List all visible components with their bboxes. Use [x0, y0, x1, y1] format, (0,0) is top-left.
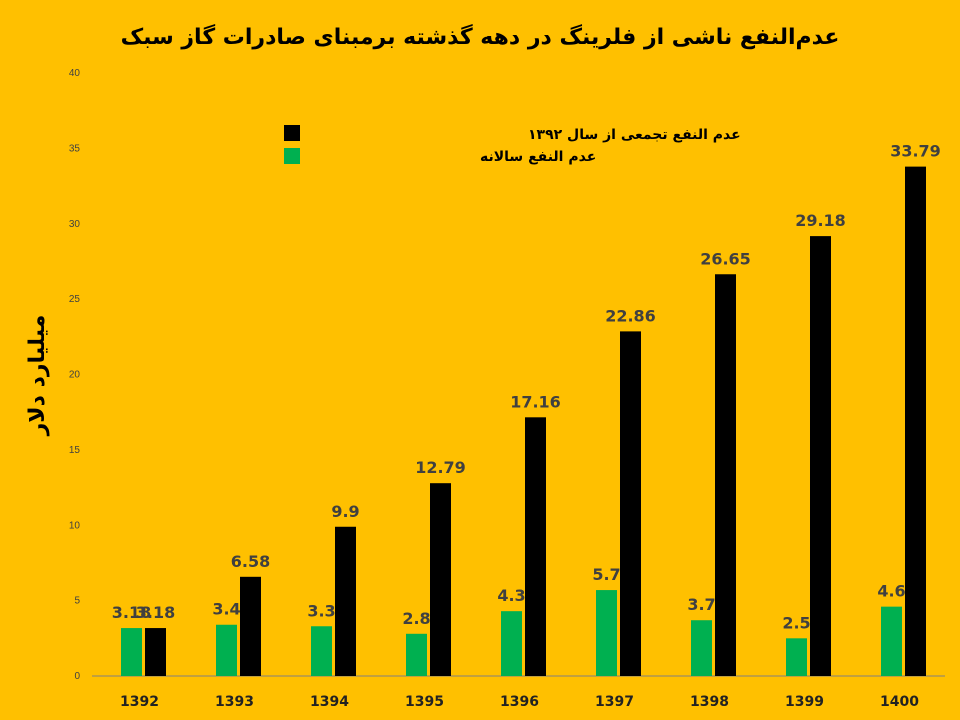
x-tick-label: 1399 [785, 694, 824, 710]
data-label-annual: 4.3 [497, 586, 525, 605]
data-label-cumulative: 6.58 [231, 552, 270, 571]
bar-annual [596, 590, 617, 676]
bar-cumulative [335, 526, 356, 676]
data-label-cumulative: 26.65 [700, 249, 751, 268]
bar-cumulative [905, 166, 926, 676]
x-tick-label: 1392 [120, 694, 159, 710]
x-tick-label: 1395 [405, 694, 444, 710]
data-label-annual: 3.18 [112, 603, 151, 622]
x-axis-ticks: 1392 1393 1394 1395 1396 1397 1398 1399 1400 [120, 694, 919, 710]
bar-annual [311, 626, 332, 676]
data-label-cumulative: 3.18 [136, 603, 175, 622]
data-label-annual: 2.8 [402, 609, 430, 628]
y-tick-label: 10 [69, 520, 81, 531]
legend-swatch-cumulative [284, 125, 300, 141]
data-label-cumulative: 12.79 [415, 458, 466, 477]
x-tick-label: 1400 [880, 694, 919, 710]
data-label-annual: 3.4 [212, 600, 240, 619]
legend: عدم النفع تجمعی از سال ۱۳۹۲ عدم النفع سا… [284, 125, 741, 165]
data-label-annual: 3.7 [687, 595, 715, 614]
data-label-annual: 5.7 [592, 565, 620, 584]
legend-label-annual: عدم النفع سالانه [480, 149, 596, 165]
data-label-annual: 2.5 [782, 613, 810, 632]
data-label-cumulative: 29.18 [795, 211, 846, 230]
y-tick-label: 0 [74, 671, 80, 682]
y-axis-ticks: 0 5 10 15 20 25 30 35 40 [69, 68, 81, 682]
y-tick-label: 25 [69, 294, 81, 305]
y-tick-label: 5 [74, 596, 80, 607]
bar-annual [501, 611, 522, 676]
x-tick-label: 1393 [215, 694, 254, 710]
x-tick-label: 1397 [595, 694, 634, 710]
data-label-annual: 4.6 [877, 582, 905, 601]
y-tick-label: 30 [69, 219, 81, 230]
data-label-cumulative: 33.79 [890, 142, 941, 161]
data-label-annual: 3.3 [307, 601, 335, 620]
y-axis-label: میلیارد دلار [25, 315, 50, 437]
legend-label-cumulative: عدم النفع تجمعی از سال ۱۳۹۲ [528, 127, 741, 143]
bar-cumulative [145, 628, 166, 676]
bar-annual [881, 606, 902, 676]
bar-cumulative [715, 274, 736, 676]
bars [121, 166, 926, 676]
data-labels: 3.18 3.4 3.3 2.8 4.3 5.7 3.7 2.5 4.6 3.18 6.58 9.9 1… [112, 142, 941, 633]
x-tick-label: 1394 [310, 694, 349, 710]
bar-cumulative [525, 417, 546, 676]
bar-cumulative [810, 236, 831, 676]
y-tick-label: 20 [69, 370, 81, 381]
bar-annual [406, 633, 427, 676]
bar-annual [691, 620, 712, 676]
x-tick-label: 1396 [500, 694, 539, 710]
y-tick-label: 15 [69, 445, 81, 456]
data-label-cumulative: 22.86 [605, 306, 656, 325]
bar-cumulative [620, 331, 641, 676]
y-tick-label: 35 [69, 143, 81, 154]
data-label-cumulative: 17.16 [510, 392, 561, 411]
data-label-cumulative: 9.9 [331, 502, 359, 521]
bar-cumulative [430, 483, 451, 676]
legend-swatch-annual [284, 148, 300, 164]
chart-title: عدم‌النفع ناشی از فلرینگ در دهه گذشته بر… [121, 23, 840, 50]
bar-annual [216, 624, 237, 676]
bar-annual [786, 638, 807, 676]
y-tick-label: 40 [69, 68, 81, 79]
bar-cumulative [240, 576, 261, 676]
bar-annual [121, 628, 142, 676]
x-tick-label: 1398 [690, 694, 729, 710]
